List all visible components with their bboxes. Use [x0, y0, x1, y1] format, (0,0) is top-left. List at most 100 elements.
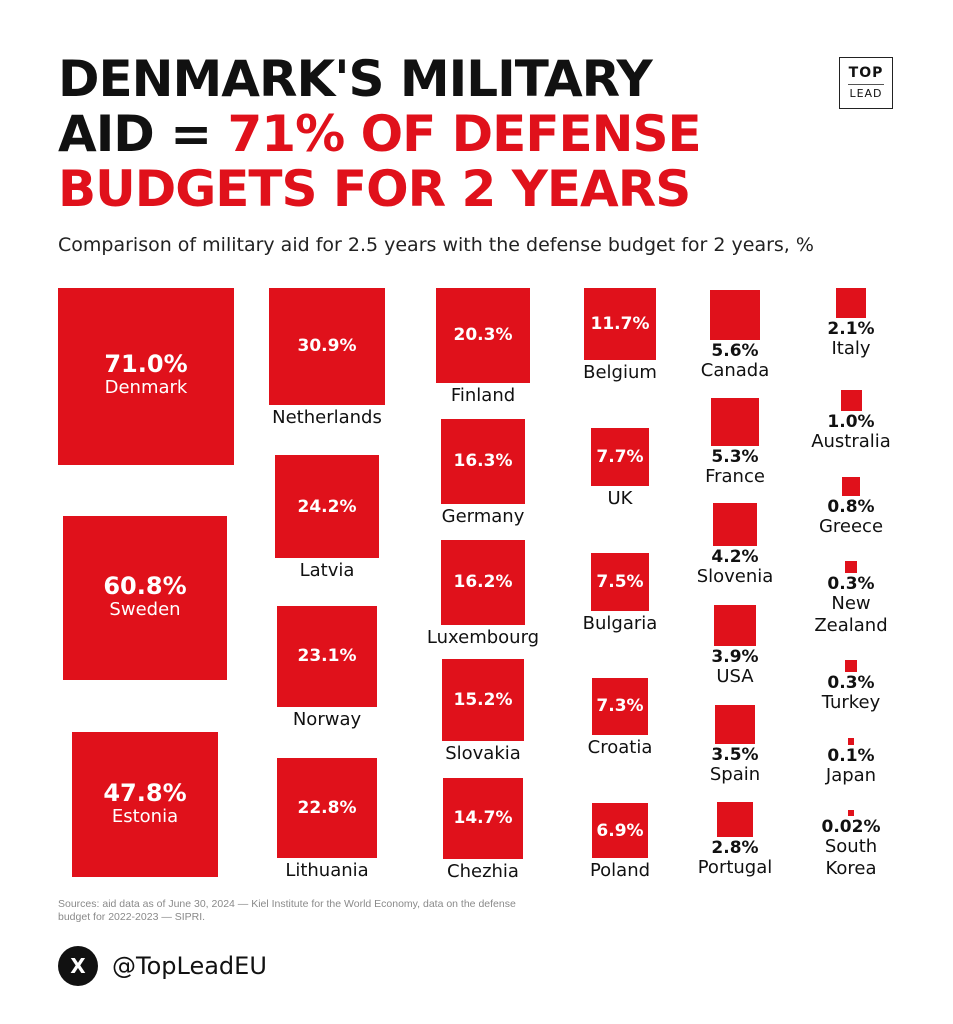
square-slovakia: [442, 659, 524, 741]
square-italy: [835, 288, 867, 319]
logo-top-text: TOP: [848, 65, 884, 81]
value-label-belgium: 11.7%: [590, 313, 650, 334]
country-label-chezhia: Chezhia: [447, 860, 519, 882]
square-usa: [714, 605, 756, 647]
square-croatia: [591, 678, 649, 735]
value-label-netherlands: 30.9%: [297, 336, 357, 357]
value-label-latvia: 24.2%: [297, 496, 357, 517]
square-lithuania: [276, 758, 378, 859]
country-label-norway: Norway: [292, 708, 362, 730]
country-label-luxembourg: Luxembourg: [426, 626, 540, 648]
value-label-poland: 6.9%: [596, 820, 644, 841]
country-label-greece: Greece: [818, 515, 884, 537]
country-label-denmark: Denmark: [104, 377, 188, 399]
title-line-2-black: AID =: [58, 105, 228, 163]
country-label-australia: Australia: [811, 431, 891, 452]
value-label-denmark: 71.0%: [104, 350, 188, 379]
country-label-japan: Japan: [825, 764, 877, 786]
square-belgium: [584, 288, 656, 360]
country-label-latvia: Latvia: [299, 560, 355, 582]
square-south-korea: [848, 810, 854, 816]
square-greece: [841, 477, 861, 496]
value-label-sweden: 60.8%: [103, 571, 187, 600]
country-label-netherlands: Netherlands: [272, 406, 382, 428]
chart-subtitle: Comparison of military aid for 2.5 years…: [58, 234, 814, 256]
toplead-logo: TOP LEAD: [839, 57, 893, 109]
country-label-slovenia: Slovenia: [696, 566, 774, 588]
country-label-germany: Germany: [441, 505, 525, 527]
logo-bottom-text: LEAD: [849, 87, 883, 100]
country-label-poland: Poland: [589, 860, 651, 882]
square-japan: [847, 738, 855, 745]
value-label-slovakia: 15.2%: [453, 689, 513, 710]
square-uk: [590, 428, 650, 487]
country-label-slovakia: Slovakia: [445, 742, 521, 764]
value-label-japan: 0.1%: [827, 745, 875, 766]
value-label-canada: 5.6%: [711, 340, 759, 361]
value-label-bulgaria: 7.5%: [596, 571, 644, 592]
sources-note: Sources: aid data as of June 30, 2024 — …: [58, 898, 516, 923]
value-label-croatia: 7.3%: [596, 696, 644, 717]
value-label-spain: 3.5%: [711, 745, 759, 766]
country-label-uk: UK: [607, 488, 633, 510]
country-label-italy: Italy: [831, 338, 871, 360]
social-handle-text[interactable]: @TopLeadEU: [112, 952, 267, 980]
value-label-lithuania: 22.8%: [297, 798, 357, 819]
country-label-france: France: [705, 466, 765, 488]
logo-divider: [848, 84, 884, 85]
x-logo-icon[interactable]: X: [58, 946, 98, 986]
country-label-usa: USA: [716, 666, 754, 688]
country-label-bulgaria: Bulgaria: [582, 612, 658, 634]
square-luxembourg: [440, 540, 526, 625]
square-netherlands: [268, 288, 386, 405]
square-finland: [435, 288, 531, 383]
value-label-greece: 0.8%: [827, 496, 875, 517]
country-label-new-zealand: New Zealand: [814, 592, 888, 636]
country-label-turkey: Turkey: [821, 691, 881, 713]
country-label-finland: Finland: [450, 384, 516, 406]
value-label-australia: 1.0%: [827, 412, 875, 432]
value-label-turkey: 0.3%: [827, 672, 875, 693]
country-label-belgium: Belgium: [583, 361, 657, 383]
square-turkey: [845, 660, 857, 672]
square-poland: [592, 803, 648, 859]
value-label-south-korea: 0.02%: [821, 817, 881, 837]
value-label-germany: 16.3%: [453, 451, 513, 472]
country-label-canada: Canada: [700, 359, 770, 381]
square-canada: [710, 290, 760, 340]
square-slovenia: [713, 503, 757, 547]
square-australia: [840, 390, 862, 411]
value-label-france: 5.3%: [711, 447, 759, 468]
value-label-portugal: 2.8%: [711, 838, 759, 859]
title-line-2-red: 71% OF DEFENSE: [227, 105, 702, 163]
square-norway: [276, 606, 378, 707]
square-latvia: [275, 455, 379, 559]
value-label-finland: 20.3%: [453, 325, 513, 346]
title-line-1: DENMARK'S MILITARY: [58, 50, 653, 108]
value-label-luxembourg: 16.2%: [453, 572, 513, 593]
country-label-portugal: Portugal: [697, 857, 773, 879]
value-label-norway: 23.1%: [297, 646, 357, 667]
country-label-south-korea: South Korea: [824, 836, 878, 879]
value-label-italy: 2.1%: [827, 319, 875, 340]
square-portugal: [717, 802, 753, 838]
value-label-usa: 3.9%: [711, 647, 759, 668]
square-germany: [440, 419, 526, 504]
value-label-slovenia: 4.2%: [711, 547, 759, 568]
square-spain: [715, 705, 755, 745]
title-line-3: BUDGETS FOR 2 YEARS: [58, 160, 691, 218]
square-sweden: [63, 516, 227, 680]
square-chezhia: [442, 778, 524, 859]
country-label-estonia: Estonia: [111, 805, 179, 827]
country-label-spain: Spain: [709, 764, 761, 786]
country-label-croatia: Croatia: [587, 736, 653, 758]
square-denmark: [57, 288, 235, 465]
square-new-zealand: [845, 561, 857, 573]
square-france: [710, 398, 760, 447]
social-handle: X @TopLeadEU: [58, 946, 267, 986]
chart-title: DENMARK'S MILITARY AID = 71% OF DEFENSE …: [58, 52, 798, 217]
square-bulgaria: [591, 553, 649, 611]
square-estonia: [72, 732, 218, 878]
value-label-uk: 7.7%: [596, 447, 644, 468]
country-label-lithuania: Lithuania: [285, 860, 369, 882]
